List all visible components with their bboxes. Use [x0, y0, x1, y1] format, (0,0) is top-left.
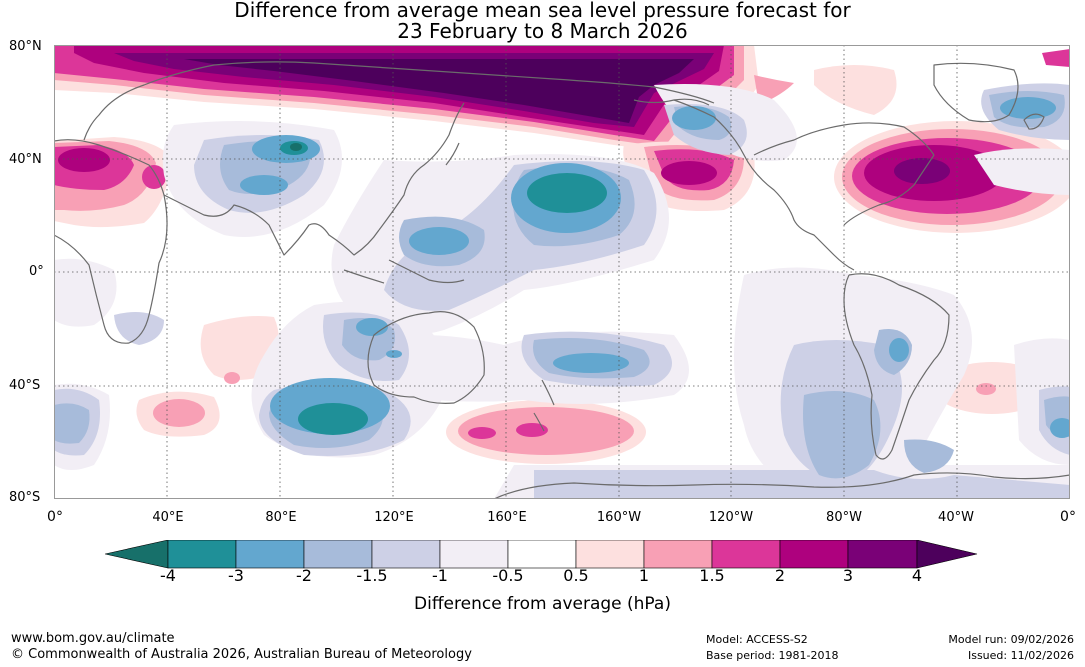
- coastlines: [54, 61, 1070, 499]
- colorbar-segment-2-3: [779, 540, 849, 569]
- lon-label-40w: 40°W: [938, 510, 974, 525]
- colorbar-segment-neg4-neg3: [167, 540, 237, 569]
- footer-model: Model: ACCESS-S2: [706, 633, 808, 646]
- lon-label-160e: 160°E: [487, 510, 527, 525]
- anomaly-northern-eurasia: [54, 45, 1070, 153]
- graticule: [54, 45, 1070, 499]
- colorbar-tick-0-5: 0.5: [563, 566, 589, 585]
- colorbar-tick-3: 3: [842, 566, 854, 585]
- footer-model-run: Model run: 09/02/2026: [948, 633, 1074, 646]
- colorbar: [105, 540, 978, 569]
- footer-copyright: © Commonwealth of Australia 2026, Austra…: [11, 647, 472, 662]
- colorbar-tick-neg2: -2: [296, 566, 312, 585]
- colorbar-segment-neg1-5-neg1: [371, 540, 441, 569]
- anomaly-north-atlantic: [834, 121, 1070, 233]
- colorbar-segment-below-neg4: [105, 540, 169, 569]
- lon-label-40e: 40°E: [152, 510, 184, 525]
- lon-label-120e: 120°E: [374, 510, 414, 525]
- colorbar-tick-neg3: -3: [228, 566, 244, 585]
- colorbar-tick-2: 2: [774, 566, 786, 585]
- colorbar-tick-1: 1: [638, 566, 650, 585]
- colorbar-label: Difference from average (hPa): [414, 594, 671, 614]
- map-title-line-2: 23 February to 8 March 2026: [397, 19, 688, 43]
- colorbar-segment-neg1-neg0-5: [439, 540, 509, 569]
- colorbar-tick-neg1-5: -1.5: [356, 566, 388, 585]
- colorbar-segment-0-5-1: [575, 540, 645, 569]
- anomaly-negative-extreme: [280, 141, 607, 435]
- colorbar-tick-neg0-5: -0.5: [492, 566, 524, 585]
- anomaly-north-africa: [54, 137, 172, 228]
- colorbar-segment-1-5-2: [711, 540, 781, 569]
- lat-label-40s: 40°S: [9, 378, 41, 393]
- lon-label-80w: 80°W: [826, 510, 862, 525]
- map-title-line-1: Difference from average mean sea level p…: [234, 0, 851, 22]
- lat-label-80s: 80°S: [9, 490, 41, 505]
- lon-label-120w: 120°W: [708, 510, 754, 525]
- colorbar-segment-1-1-5: [643, 540, 713, 569]
- colorbar-segment-neg3-neg2: [235, 540, 305, 569]
- colorbar-segment-neg2-neg1-5: [303, 540, 373, 569]
- lon-label-160w: 160°W: [596, 510, 642, 525]
- colorbar-segment-3-4: [847, 540, 918, 569]
- lat-label-equator: 0°: [29, 264, 44, 279]
- colorbar-segment-above-4: [916, 540, 978, 569]
- colorbar-tick-1-5: 1.5: [699, 566, 725, 585]
- lat-label-80n: 80°N: [9, 39, 42, 54]
- colorbar-tick-neg4: -4: [160, 566, 176, 585]
- lon-label-0-right: 0°: [1060, 509, 1076, 525]
- footer-website-link[interactable]: www.bom.gov.au/climate: [11, 631, 175, 646]
- colorbar-segment-neg0-5-0-5: [507, 540, 577, 569]
- lat-label-40n: 40°N: [9, 152, 42, 167]
- lon-label-80e: 80°E: [265, 510, 297, 525]
- colorbar-tick-4: 4: [911, 566, 923, 585]
- footer-issued: Issued: 11/02/2026: [967, 649, 1074, 662]
- pressure-anomaly-map[interactable]: [54, 45, 1070, 499]
- footer-base-period: Base period: 1981-2018: [706, 649, 839, 662]
- lon-label-0-left: 0°: [47, 509, 63, 525]
- colorbar-tick-neg1: -1: [432, 566, 448, 585]
